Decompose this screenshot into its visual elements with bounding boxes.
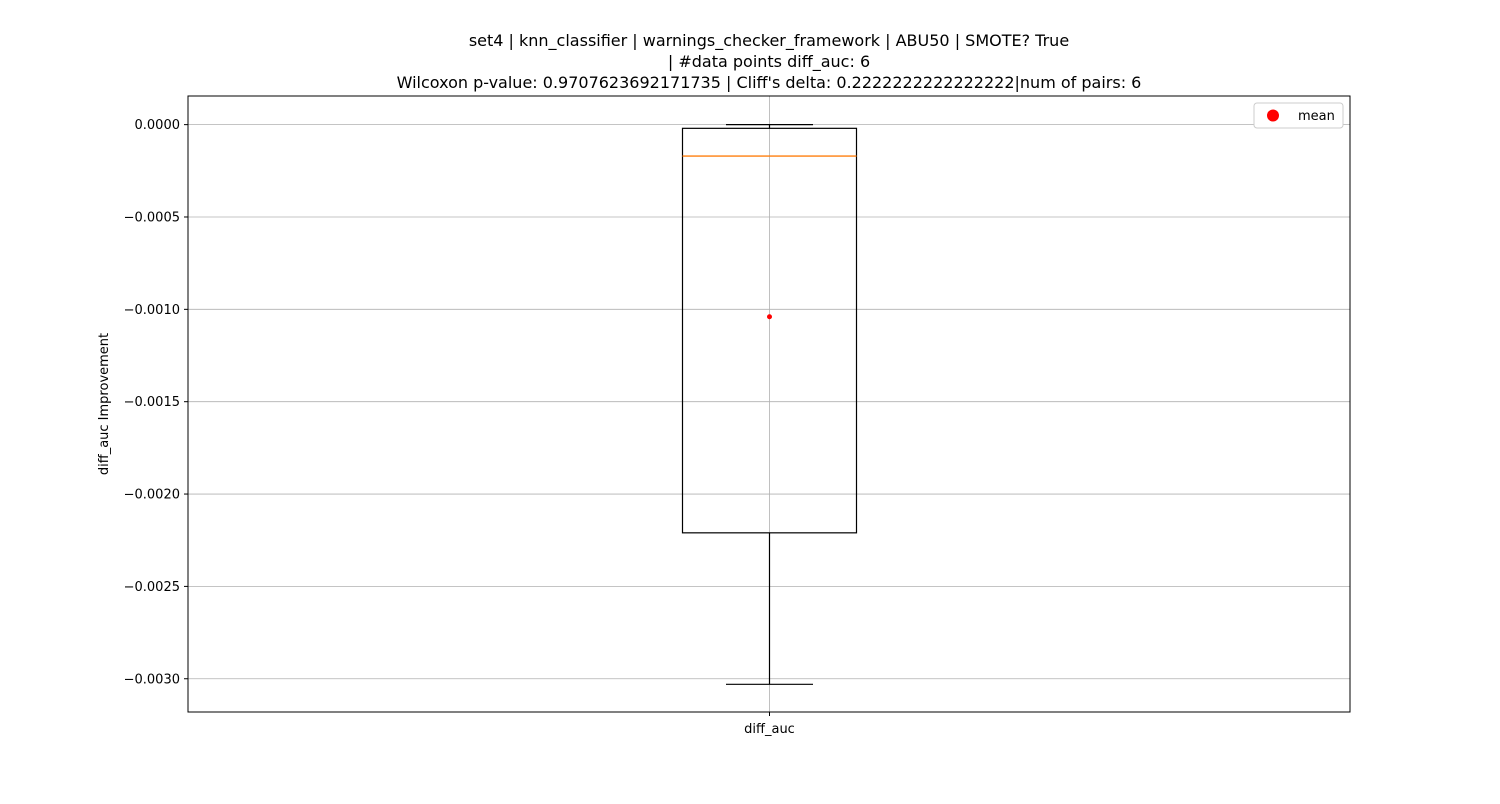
- y-tick-label: 0.0000: [135, 118, 181, 133]
- legend-mean-marker: [1267, 109, 1279, 122]
- x-tick-label: diff_auc: [744, 722, 795, 737]
- y-tick-label: −0.0010: [124, 303, 180, 318]
- chart-title-line-1: set4 | knn_classifier | warnings_checker…: [469, 31, 1069, 51]
- box-plot: [681, 124, 858, 685]
- mean-marker: [767, 314, 772, 320]
- y-axis-ticks: 0.0000 −0.0005 −0.0010 −0.0015 −0.0020 −0.002…: [124, 118, 188, 687]
- y-tick-label: −0.0020: [124, 488, 180, 503]
- legend: mean: [1253, 102, 1344, 129]
- y-axis-label: diff_auc Improvement: [97, 333, 112, 475]
- legend-box: [1253, 102, 1344, 129]
- chart-title-line-2: | #data points diff_auc: 6: [668, 52, 870, 72]
- x-axis-ticks: diff_auc: [744, 712, 795, 737]
- y-tick-label: −0.0005: [124, 210, 180, 225]
- iqr-box: [681, 127, 858, 534]
- legend-label: mean: [1298, 109, 1335, 124]
- chart-title: set4 | knn_classifier | warnings_checker…: [397, 31, 1142, 92]
- chart-title-line-3: Wilcoxon p-value: 0.9707623692171735 | C…: [397, 73, 1142, 92]
- y-tick-label: −0.0015: [124, 395, 180, 410]
- y-tick-label: −0.0025: [124, 580, 180, 595]
- y-tick-label: −0.0030: [124, 672, 180, 687]
